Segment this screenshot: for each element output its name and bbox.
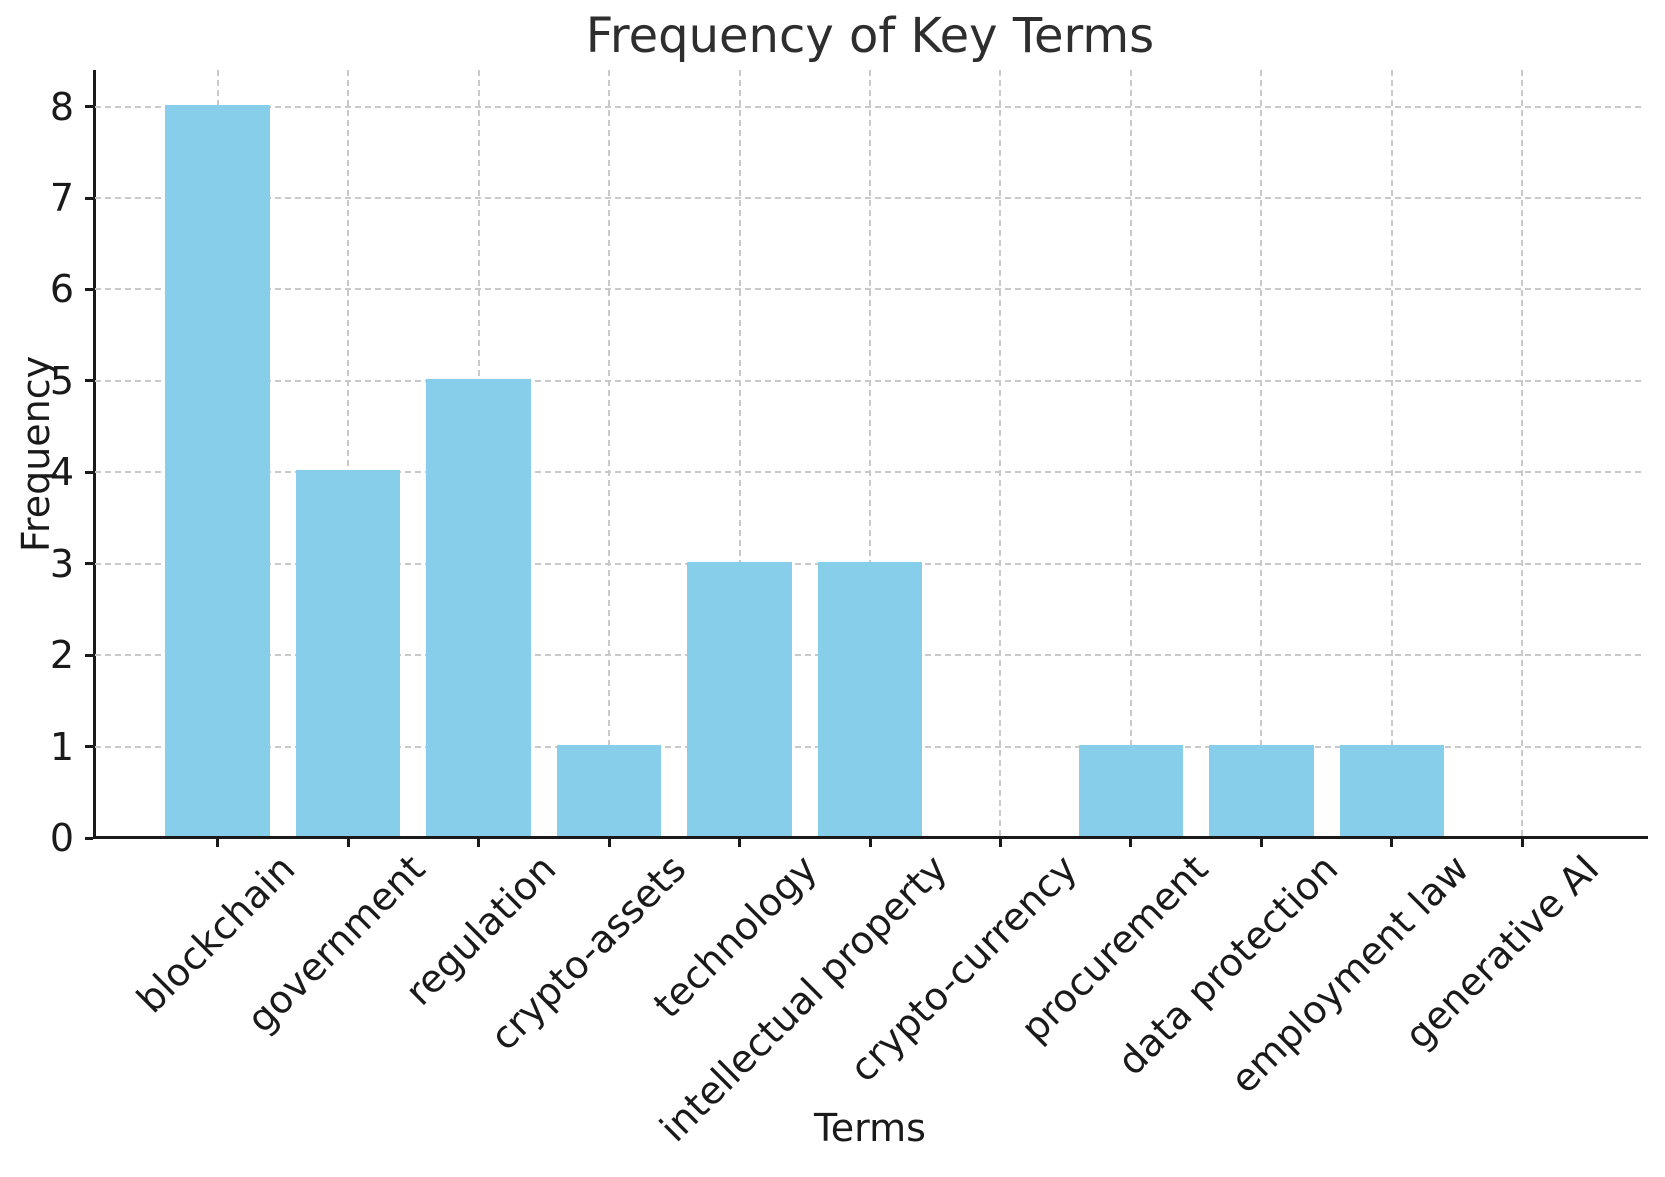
bar — [556, 744, 662, 836]
x-tick-label: crypto-currency — [841, 846, 1086, 1091]
v-gridline — [999, 70, 1002, 836]
x-tick-mark — [1520, 839, 1524, 847]
x-tick-mark — [216, 839, 220, 847]
x-tick-mark — [1259, 839, 1263, 847]
x-tick-mark — [1129, 839, 1133, 847]
bar — [1209, 744, 1314, 836]
bar — [165, 104, 270, 836]
v-gridline — [1390, 70, 1393, 836]
x-tick-mark — [1390, 839, 1394, 847]
x-tick-mark — [346, 839, 350, 847]
plot-area: 0 1 2 3 4 5 6 7 8 blockchain government regulation c… — [50, 70, 1648, 1150]
y-tick-label: 7 — [49, 176, 74, 220]
x-tick-label: employment law — [1221, 846, 1478, 1102]
v-gridline — [738, 70, 741, 836]
bar — [295, 470, 401, 836]
bar — [687, 561, 792, 836]
x-axis-label: Terms — [814, 1106, 926, 1150]
y-tick-mark — [85, 105, 93, 109]
v-gridline — [608, 70, 611, 836]
y-tick-label: 3 — [49, 541, 74, 586]
y-tick-mark — [85, 653, 93, 657]
y-tick-label: 4 — [49, 450, 74, 495]
y-tick-mark — [85, 287, 93, 291]
x-tick-mark — [607, 839, 611, 847]
bar — [817, 561, 923, 836]
y-tick-mark — [85, 745, 93, 749]
v-gridline — [869, 70, 871, 836]
x-tick-mark — [868, 839, 872, 847]
x-tick-mark — [998, 839, 1002, 847]
y-tick-label: 1 — [49, 724, 74, 769]
v-gridline — [1129, 70, 1132, 836]
x-tick-label: data protection — [1109, 846, 1347, 1084]
y-tick-label: 2 — [49, 633, 74, 678]
y-tick-label: 8 — [49, 84, 74, 129]
bar — [1339, 744, 1445, 836]
bar — [426, 378, 531, 836]
x-tick-mark — [738, 839, 742, 847]
y-tick-mark — [85, 379, 93, 383]
x-axis-spine — [93, 836, 1648, 839]
v-gridline — [1260, 70, 1263, 836]
y-tick-mark — [85, 836, 93, 840]
bar — [1078, 744, 1184, 836]
y-tick-label: 0 — [49, 816, 74, 860]
v-gridline — [1521, 70, 1524, 836]
y-tick-mark — [85, 470, 93, 474]
y-tick-label: 6 — [49, 267, 74, 312]
y-axis-spine — [93, 70, 96, 839]
chart-title: Frequency of Key Terms — [585, 8, 1155, 64]
y-tick-label: 5 — [49, 358, 74, 403]
v-gridline — [347, 70, 350, 836]
x-tick-mark — [477, 839, 481, 847]
y-tick-mark — [85, 562, 93, 566]
y-tick-mark — [85, 196, 93, 200]
